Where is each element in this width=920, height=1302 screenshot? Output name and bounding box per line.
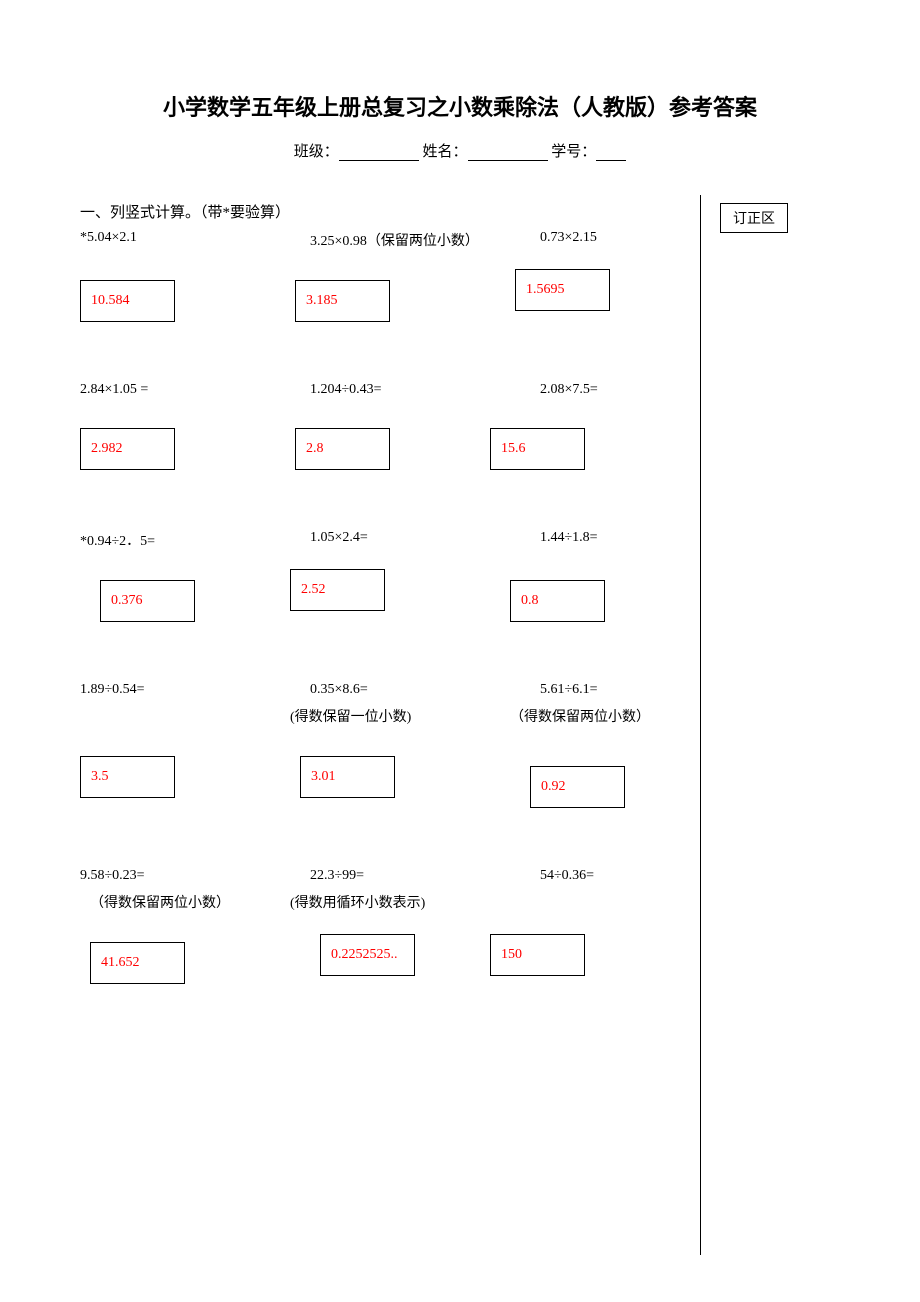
answer-box: 3.185 [295,280,390,322]
answer-box: 2.982 [80,428,175,470]
name-blank [468,145,548,161]
answer-row: 0.376 2.52 0.8 [80,580,700,622]
problem-row: *0.94÷2．5=1.05×2.4=1.44÷1.8= [80,530,700,550]
correction-divider [700,195,701,1255]
problem-text: *5.04×2.1 [80,230,260,250]
problem-text: *0.94÷2．5= [80,530,260,550]
note-text [80,706,260,726]
problem-row: 1.89÷0.54=0.35×8.6=5.61÷6.1= [80,682,700,698]
answer-row: 3.5 3.01 0.92 [80,756,700,808]
answer-cell: 41.652 [80,942,260,984]
answer-cell: 1.5695 [490,280,690,322]
problem-row: 9.58÷0.23=22.3÷99=54÷0.36= [80,868,700,884]
answer-box: 3.5 [80,756,175,798]
answer-cell: 15.6 [490,428,690,470]
problem-text: 22.3÷99= [260,868,490,884]
problem-text: 9.58÷0.23= [80,868,260,884]
name-label: 姓名： [422,144,467,160]
note-text: （得数保留两位小数） [80,892,260,912]
id-blank [596,145,626,161]
answer-box: 2.8 [295,428,390,470]
answer-cell: 0.8 [490,580,690,622]
problem-row: 2.84×1.05 =1.204÷0.43=2.08×7.5= [80,382,700,398]
problem-text: 1.89÷0.54= [80,682,260,698]
correction-area-label: 订正区 [720,203,788,233]
answer-box: 0.376 [100,580,195,622]
answer-row: 2.982 2.8 15.6 [80,428,700,470]
answer-cell: 0.92 [490,756,690,808]
note-text: （得数保留两位小数） [490,706,690,726]
answer-cell: 2.52 [260,580,490,622]
page-title: 小学数学五年级上册总复习之小数乘除法（人教版）参考答案 [80,90,840,122]
content-area: 一、列竖式计算。（带*要验算） *5.04×2.13.25×0.98（保留两位小… [80,201,700,984]
answer-box: 3.01 [300,756,395,798]
answer-box: 10.584 [80,280,175,322]
id-label: 学号： [551,144,596,160]
class-label: 班级： [294,144,339,160]
problem-text: 2.84×1.05 = [80,382,260,398]
answer-cell: 150 [490,942,690,984]
problem-row: *5.04×2.13.25×0.98（保留两位小数）0.73×2.15 [80,230,700,250]
answer-cell: 3.01 [260,756,490,808]
problem-text: 5.61÷6.1= [490,682,690,698]
note-text: (得数用循环小数表示) [260,892,490,912]
problem-text: 0.35×8.6= [260,682,490,698]
student-info-row: 班级： 姓名： 学号： [80,140,840,161]
problem-text: 3.25×0.98（保留两位小数） [260,230,490,250]
answer-cell: 2.8 [260,428,490,470]
answer-cell: 3.185 [260,280,490,322]
answer-row: 10.584 3.185 1.5695 [80,280,700,322]
answer-box: 41.652 [90,942,185,984]
answer-cell: 10.584 [80,280,260,322]
problem-text: 1.44÷1.8= [490,530,690,550]
answer-box: 0.92 [530,766,625,808]
problem-text: 2.08×7.5= [490,382,690,398]
answer-row: 41.652 0.2252525..150 [80,942,700,984]
answer-box: 0.2252525.. [320,934,415,976]
note-text [490,892,690,912]
answer-box: 0.8 [510,580,605,622]
problem-text: 0.73×2.15 [490,230,690,250]
note-row: （得数保留两位小数）(得数用循环小数表示) [80,892,700,912]
class-blank [339,145,419,161]
answer-box: 15.6 [490,428,585,470]
problem-text: 1.05×2.4= [260,530,490,550]
problems-container: *5.04×2.13.25×0.98（保留两位小数）0.73×2.15 10.58… [80,230,700,984]
answer-cell: 2.982 [80,428,260,470]
answer-box: 1.5695 [515,269,610,311]
answer-cell: 3.5 [80,756,260,808]
problem-text: 1.204÷0.43= [260,382,490,398]
answer-box: 150 [490,934,585,976]
section-heading: 一、列竖式计算。（带*要验算） [80,201,700,222]
note-text: (得数保留一位小数) [260,706,490,726]
answer-cell: 0.2252525.. [260,942,490,984]
answer-cell: 0.376 [80,580,260,622]
answer-box: 2.52 [290,569,385,611]
problem-text: 54÷0.36= [490,868,690,884]
note-row: (得数保留一位小数)（得数保留两位小数） [80,706,700,726]
